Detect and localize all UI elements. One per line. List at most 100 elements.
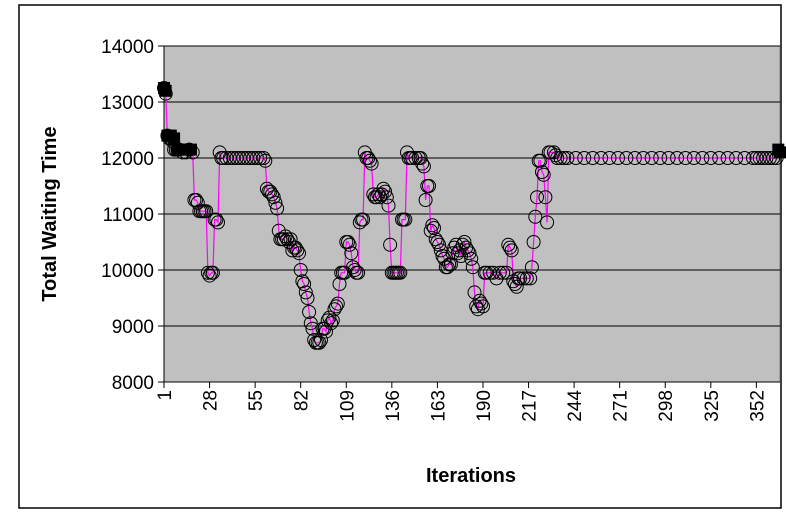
data-point (440, 260, 455, 275)
x-tick-label: 325 (702, 390, 723, 422)
data-point (644, 151, 659, 165)
data-point (211, 215, 225, 230)
data-point (528, 209, 543, 224)
data-point (460, 243, 475, 258)
data-point-square (774, 146, 786, 159)
data-point (661, 151, 676, 165)
data-point (249, 151, 264, 165)
y-tick-label: 9000 (112, 317, 154, 338)
y-tick-label: 10000 (101, 261, 154, 282)
data-point (538, 190, 553, 205)
data-point (364, 156, 379, 171)
data-point (712, 151, 727, 165)
data-point (373, 190, 387, 205)
x-tick-label: 82 (292, 390, 313, 411)
data-point (324, 316, 339, 331)
data-point (258, 153, 273, 168)
data-point (268, 195, 283, 210)
data-point (729, 151, 744, 165)
data-point (329, 299, 344, 314)
data-point (550, 151, 565, 165)
data-point (568, 151, 583, 165)
data-point (653, 151, 668, 165)
data-point (594, 151, 609, 165)
data-point (298, 285, 313, 300)
data-point (239, 151, 254, 165)
x-tick-label: 109 (337, 390, 358, 422)
y-tick-label: 8000 (112, 373, 154, 394)
data-point (209, 212, 224, 227)
data-point (425, 218, 440, 233)
data-point (393, 265, 408, 280)
x-tick-label: 136 (383, 390, 404, 422)
data-point (398, 212, 413, 227)
data-point (319, 324, 333, 339)
data-point (627, 151, 642, 165)
data-point (462, 246, 477, 261)
data-point (496, 265, 511, 280)
data-point (445, 246, 460, 261)
data-point (290, 243, 305, 258)
data-point (362, 153, 377, 168)
data-point (322, 310, 337, 325)
y-tick-label: 11000 (103, 205, 154, 226)
data-point (418, 193, 433, 207)
data-point (378, 184, 393, 199)
x-tick-label: 55 (246, 390, 267, 411)
data-point (536, 167, 551, 182)
data-series (157, 81, 786, 350)
data-point (533, 153, 548, 168)
data-point (476, 299, 490, 314)
series-1 (158, 82, 786, 159)
data-point (265, 187, 279, 202)
data-point (325, 313, 340, 328)
axes (158, 45, 780, 388)
data-point (297, 277, 312, 291)
data-point (670, 151, 685, 165)
data-point (464, 251, 479, 266)
x-tick-label: 271 (611, 390, 632, 422)
data-point (602, 151, 617, 165)
data-point (560, 151, 575, 165)
data-point (305, 321, 320, 336)
data-point (503, 240, 517, 255)
y-axis-tick-labels: 8000 9000 10000 11000 12000 13000 14000 (101, 37, 154, 394)
x-tick-label: 217 (520, 390, 541, 422)
data-point (379, 190, 394, 205)
x-tick-label: 190 (474, 390, 495, 422)
data-point (341, 235, 355, 249)
data-point (312, 335, 327, 350)
data-point (300, 291, 315, 305)
data-point (443, 257, 458, 272)
data-point (523, 271, 538, 286)
data-point (678, 151, 693, 165)
data-point (474, 296, 489, 311)
data-point (344, 246, 359, 261)
data-point (535, 165, 549, 179)
data-point (205, 265, 220, 280)
data-point-square (159, 84, 172, 97)
data-point (270, 201, 285, 216)
data-point (295, 274, 310, 289)
x-axis-tick-labels: 1 28 55 82 109 136 163 190 217 244 271 298 325 352 (155, 390, 768, 422)
data-point (686, 151, 701, 165)
data-point (619, 151, 634, 165)
data-point (513, 271, 528, 286)
data-point (283, 232, 298, 247)
x-tick-label: 1 (155, 390, 176, 401)
data-point (356, 212, 371, 227)
data-point (423, 223, 438, 238)
data-point (524, 260, 539, 275)
data-point (759, 151, 774, 165)
data-point (381, 198, 396, 213)
data-point (526, 235, 541, 249)
data-point (320, 313, 335, 328)
data-point (199, 204, 214, 219)
data-point (266, 190, 281, 205)
data-point (376, 181, 391, 196)
data-point (285, 243, 300, 258)
data-point (383, 237, 398, 252)
x-axis-title: Iterations (426, 465, 516, 487)
data-point (703, 151, 718, 165)
